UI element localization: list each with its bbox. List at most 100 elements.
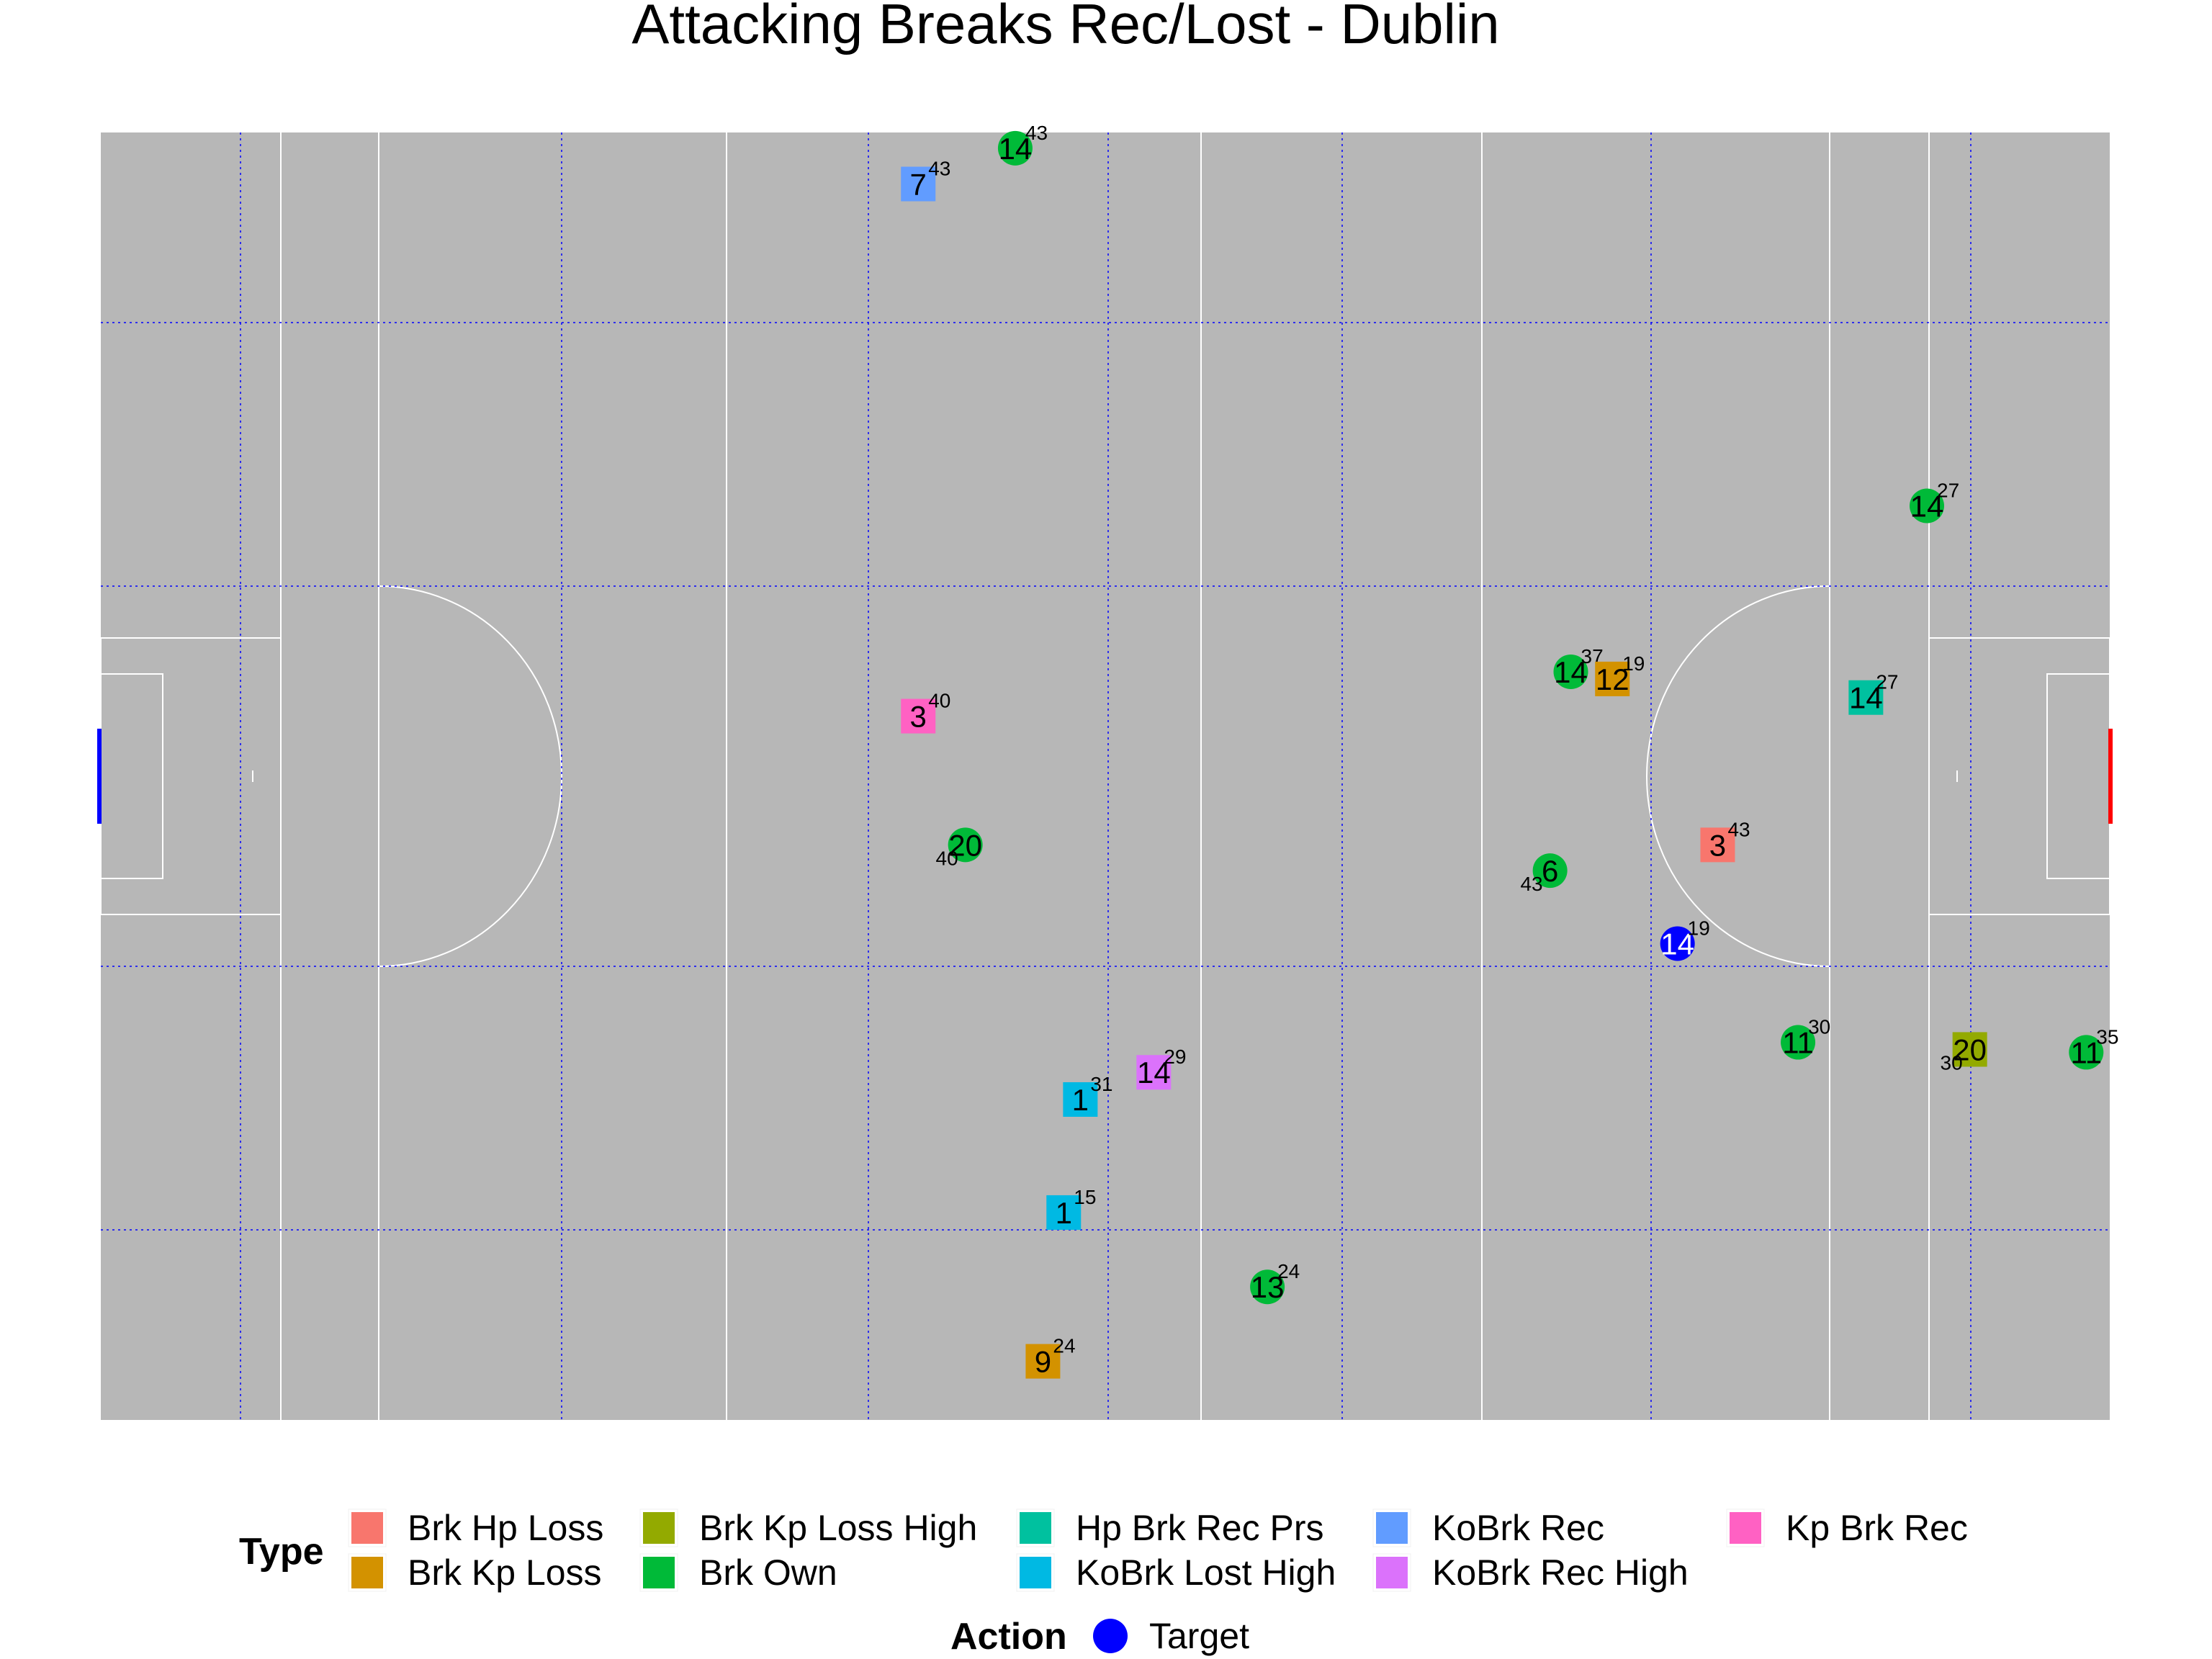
point-player-label: 20 <box>1953 1033 1987 1066</box>
legend-swatch <box>643 1557 675 1588</box>
legend-item: Brk Hp Loss <box>348 1508 603 1548</box>
legend-actions: Target <box>1093 1616 1249 1656</box>
legend-label: Kp Brk Rec <box>1786 1508 1968 1548</box>
point-minute-label: 19 <box>1622 652 1645 675</box>
point-square-marker <box>1063 1082 1098 1117</box>
point-minute-label: 27 <box>1876 671 1898 693</box>
legend-item: Brk Kp Loss <box>348 1552 602 1593</box>
point-minute-label: 29 <box>1164 1046 1186 1068</box>
point-square-marker <box>1700 827 1735 863</box>
legend-swatch <box>351 1512 383 1544</box>
point-circle-marker <box>1660 926 1695 961</box>
point-minute-label: 43 <box>1520 873 1542 895</box>
arc-left <box>378 585 562 967</box>
legend-label: Brk Kp Loss High <box>699 1508 977 1548</box>
point-player-label: 12 <box>1596 662 1629 696</box>
point-circle-marker <box>1910 488 1945 523</box>
point-circle-marker <box>1532 853 1568 889</box>
legend-swatch <box>1020 1557 1051 1588</box>
point-minute-label: 19 <box>1688 917 1710 939</box>
grid-lines <box>101 132 2110 1420</box>
point-square-marker <box>1136 1055 1172 1090</box>
point-minute-label: 43 <box>928 158 950 180</box>
point-player-label: 14 <box>999 132 1033 166</box>
point-square-marker <box>1952 1032 1987 1067</box>
legend-swatch <box>351 1557 383 1588</box>
point-circle-marker <box>1553 654 1588 689</box>
point-minute-label: 40 <box>936 847 958 869</box>
point-minute-label: 30 <box>1941 1051 1963 1074</box>
goal-left <box>97 729 102 824</box>
point-player-label: 14 <box>1849 681 1883 715</box>
legend-label: Brk Own <box>699 1552 837 1593</box>
point-player-label: 6 <box>1542 854 1558 888</box>
point-minute-label: 24 <box>1053 1335 1075 1357</box>
data-point: 3 40 <box>901 690 950 734</box>
legend-label: KoBrk Lost High <box>1076 1552 1336 1593</box>
point-circle-marker <box>1781 1025 1816 1060</box>
point-player-label: 1 <box>1056 1196 1072 1230</box>
legend-item: Brk Own <box>639 1552 837 1593</box>
point-square-marker <box>901 698 936 734</box>
point-square-marker <box>1848 680 1884 715</box>
legend-item: KoBrk Lost High <box>1016 1552 1336 1593</box>
point-player-label: 11 <box>1782 1026 1814 1060</box>
point-minute-label: 27 <box>1937 480 1959 502</box>
point-minute-label: 40 <box>928 690 950 712</box>
point-player-label: 9 <box>1035 1345 1051 1379</box>
arc-right <box>1646 585 1830 967</box>
point-circle-marker <box>1250 1269 1285 1305</box>
point-minute-label: 30 <box>1808 1016 1830 1038</box>
legend-label: KoBrk Rec High <box>1432 1552 1689 1593</box>
point-square-marker <box>901 166 936 202</box>
point-player-label: 14 <box>1137 1056 1171 1089</box>
point-player-label: 3 <box>1709 828 1726 862</box>
point-circle-marker <box>2069 1035 2104 1070</box>
point-player-label: 13 <box>1251 1270 1285 1304</box>
point-player-label: 1 <box>1072 1083 1089 1117</box>
legend-action-swatch <box>1093 1619 1128 1653</box>
legend-action-label: Target <box>1149 1616 1249 1656</box>
point-minute-label: 35 <box>2096 1025 2118 1048</box>
legend-item: Brk Kp Loss High <box>639 1508 977 1548</box>
point-square-marker <box>1046 1195 1082 1230</box>
legend-label: KoBrk Rec <box>1432 1508 1604 1548</box>
point-player-label: 7 <box>910 168 927 202</box>
legend-action-item: Target <box>1093 1616 1249 1656</box>
data-point: 1 15 <box>1046 1186 1096 1230</box>
data-point: 9 24 <box>1025 1335 1076 1379</box>
point-minute-label: 43 <box>1025 122 1048 144</box>
point-player-label: 11 <box>2070 1035 2102 1069</box>
data-point: 3 43 <box>1700 818 1750 863</box>
point-player-label: 20 <box>948 828 982 862</box>
legend-swatch <box>1376 1557 1408 1588</box>
legend-swatch <box>643 1512 675 1544</box>
point-square-marker <box>1595 661 1630 696</box>
point-minute-label: 31 <box>1090 1073 1112 1095</box>
point-player-label: 3 <box>910 700 927 734</box>
data-point: 7 43 <box>901 158 950 202</box>
point-square-marker <box>1025 1344 1061 1379</box>
legend-item: Kp Brk Rec <box>1726 1508 1968 1548</box>
point-circle-marker <box>997 130 1033 166</box>
legend-label: Hp Brk Rec Prs <box>1076 1508 1324 1548</box>
pitch-background <box>101 132 2110 1420</box>
legend-swatch <box>1020 1512 1051 1544</box>
point-minute-label: 15 <box>1074 1186 1096 1208</box>
data-point: 1 31 <box>1063 1073 1113 1117</box>
legend-swatch <box>1730 1512 1761 1544</box>
